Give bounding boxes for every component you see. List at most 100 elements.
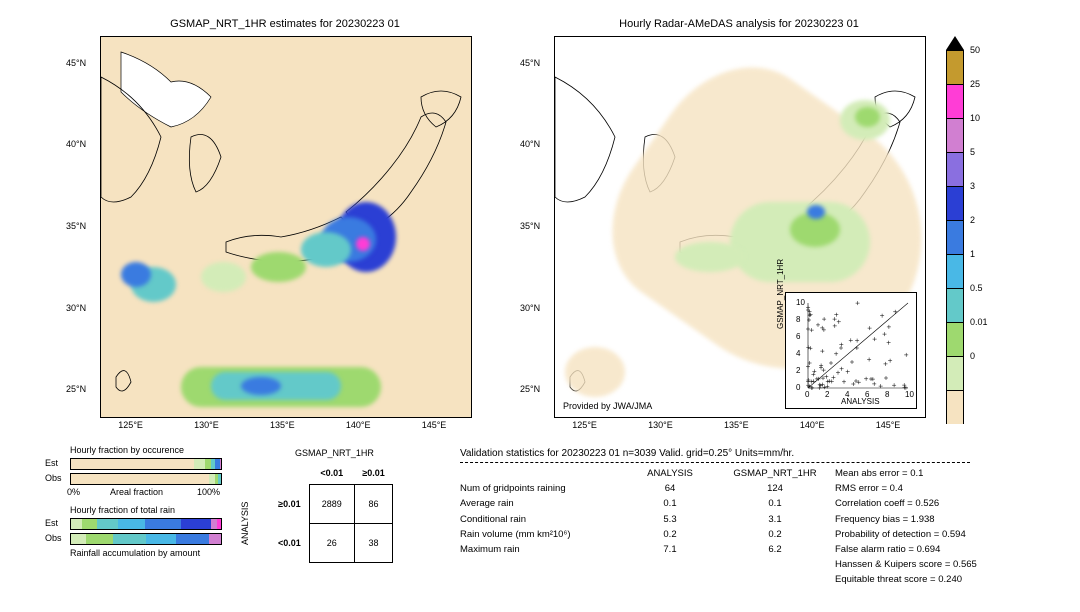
axis-tick: 145°E bbox=[422, 420, 447, 430]
stat-val: 0.1 bbox=[715, 496, 835, 511]
stat-val: 0.694 bbox=[917, 544, 941, 555]
stat-val: 0.1 bbox=[625, 496, 715, 511]
bar-segment bbox=[181, 519, 211, 529]
validation-left-block: ANALYSISGSMAP_NRT_1HR Num of gridpoints … bbox=[460, 466, 835, 557]
validation-stat: RMS error = 0.4 bbox=[835, 481, 977, 496]
stat-label: Frequency bias = bbox=[835, 514, 908, 525]
scatter-ytick: 10 bbox=[796, 298, 805, 307]
right-map-panel: Provided by JWA/JMA ANALYSIS GSMAP_NRT_1… bbox=[554, 36, 926, 418]
bar-occ-est bbox=[70, 458, 222, 470]
stat-label: Conditional rain bbox=[460, 512, 625, 527]
axis-tick: 35°N bbox=[520, 221, 540, 231]
validation-row: Maximum rain7.16.2 bbox=[460, 542, 835, 557]
left-map-svg bbox=[101, 37, 471, 417]
stat-val: 0.1 bbox=[910, 468, 923, 479]
precip-blob bbox=[121, 262, 151, 287]
colorbar-tick: 10 bbox=[970, 113, 980, 123]
scatter-ytick: 8 bbox=[796, 315, 800, 324]
axis-tick: 45°N bbox=[66, 58, 86, 68]
bar-segment bbox=[146, 534, 176, 544]
stat-val: 5.3 bbox=[625, 512, 715, 527]
stat-val: 0.594 bbox=[942, 529, 966, 540]
validation-header: Validation statistics for 20230223 01 n=… bbox=[460, 448, 794, 459]
stat-val: 64 bbox=[625, 481, 715, 496]
ctable-cell: 2889 bbox=[309, 485, 354, 524]
validation-stat: Hanssen & Kuipers score = 0.565 bbox=[835, 557, 977, 572]
bar-segment bbox=[97, 519, 118, 529]
stat-val: 0.2 bbox=[625, 527, 715, 542]
precip-blob bbox=[675, 242, 745, 272]
scatter-xtick: 0 bbox=[805, 390, 809, 399]
precip-blob bbox=[301, 232, 351, 267]
validation-col1: ANALYSIS bbox=[625, 466, 715, 481]
colorbar-tick: 0 bbox=[970, 351, 975, 361]
stat-val: 124 bbox=[715, 481, 835, 496]
validation-stat: Frequency bias = 1.938 bbox=[835, 512, 977, 527]
bar-segment bbox=[82, 519, 97, 529]
colorbar-tick: 25 bbox=[970, 79, 980, 89]
axis-tick: 25°N bbox=[520, 384, 540, 394]
bar-segment bbox=[176, 534, 209, 544]
colorbar-tick: 3 bbox=[970, 181, 975, 191]
stat-val: 0.4 bbox=[890, 483, 903, 494]
bar-segment bbox=[71, 519, 82, 529]
ctable-cell: 26 bbox=[309, 524, 354, 563]
colorbar-tick: 5 bbox=[970, 147, 975, 157]
colorbar-segment bbox=[946, 254, 964, 288]
axis-tick: 25°N bbox=[66, 384, 86, 394]
axis-tick: 130°E bbox=[648, 420, 673, 430]
axis-tick: 30°N bbox=[520, 303, 540, 313]
row-label-obs2: Obs bbox=[45, 533, 62, 543]
bar-segment bbox=[194, 459, 205, 469]
ctable-row-header: ANALYSIS bbox=[240, 502, 250, 545]
bar-segment bbox=[71, 459, 194, 469]
scatter-xtick: 8 bbox=[885, 390, 889, 399]
bar-segment bbox=[209, 534, 221, 544]
bar-segment bbox=[118, 519, 145, 529]
axis-tick: 35°N bbox=[66, 221, 86, 231]
stat-val: 0.565 bbox=[953, 559, 977, 570]
contingency-table: <0.01≥0.01 ≥0.01 2889 86 <0.01 26 38 bbox=[270, 462, 393, 563]
colorbar-segment bbox=[946, 118, 964, 152]
colorbar-segment bbox=[946, 356, 964, 390]
axis-tick: 140°E bbox=[800, 420, 825, 430]
axis-tick: 140°E bbox=[346, 420, 371, 430]
ctable-cell: 86 bbox=[354, 485, 392, 524]
stat-val: 1.938 bbox=[911, 514, 935, 525]
stat-label: Rain volume (mm km²10⁶) bbox=[460, 527, 625, 542]
stat-label: False alarm ratio = bbox=[835, 544, 914, 555]
stat-label: Hanssen & Kuipers score = bbox=[835, 559, 950, 570]
stat-label: Average rain bbox=[460, 496, 625, 511]
colorbar-segment bbox=[946, 152, 964, 186]
scatter-ylabel: GSMAP_NRT_1HR bbox=[776, 259, 785, 329]
colorbar: 50251053210.50.010 bbox=[946, 36, 964, 424]
bar-segment bbox=[218, 474, 221, 484]
axis-tick: 135°E bbox=[724, 420, 749, 430]
scatter-ytick: 2 bbox=[796, 366, 800, 375]
validation-row: Rain volume (mm km²10⁶)0.20.2 bbox=[460, 527, 835, 542]
validation-stat: Equitable threat score = 0.240 bbox=[835, 572, 977, 587]
scatter-inset: ANALYSIS GSMAP_NRT_1HR 00224466881010 bbox=[785, 292, 917, 409]
stat-label: Equitable threat score = bbox=[835, 574, 936, 585]
bar-segment bbox=[86, 534, 113, 544]
stat-val: 7.1 bbox=[625, 542, 715, 557]
validation-right-block: Mean abs error = 0.1RMS error = 0.4Corre… bbox=[835, 466, 977, 588]
scatter-ytick: 6 bbox=[796, 332, 800, 341]
stat-val: 0.2 bbox=[715, 527, 835, 542]
areal-100: 100% bbox=[197, 487, 220, 497]
bar-segment bbox=[71, 534, 86, 544]
ctable-row2: <0.01 bbox=[270, 524, 309, 563]
right-map-title: Hourly Radar-AMeDAS analysis for 2023022… bbox=[554, 18, 924, 30]
coverage-blob bbox=[565, 347, 625, 397]
ctable-col1: <0.01 bbox=[309, 462, 354, 485]
axis-tick: 40°N bbox=[520, 139, 540, 149]
bar-segment bbox=[71, 474, 209, 484]
axis-tick: 145°E bbox=[876, 420, 901, 430]
bar-segment bbox=[145, 519, 181, 529]
totalrain-title: Hourly fraction of total rain bbox=[70, 505, 175, 515]
stat-label: Num of gridpoints raining bbox=[460, 481, 625, 496]
areal-0: 0% bbox=[67, 487, 80, 497]
stat-val: 3.1 bbox=[715, 512, 835, 527]
bar-segment bbox=[113, 534, 146, 544]
validation-stat: Mean abs error = 0.1 bbox=[835, 466, 977, 481]
